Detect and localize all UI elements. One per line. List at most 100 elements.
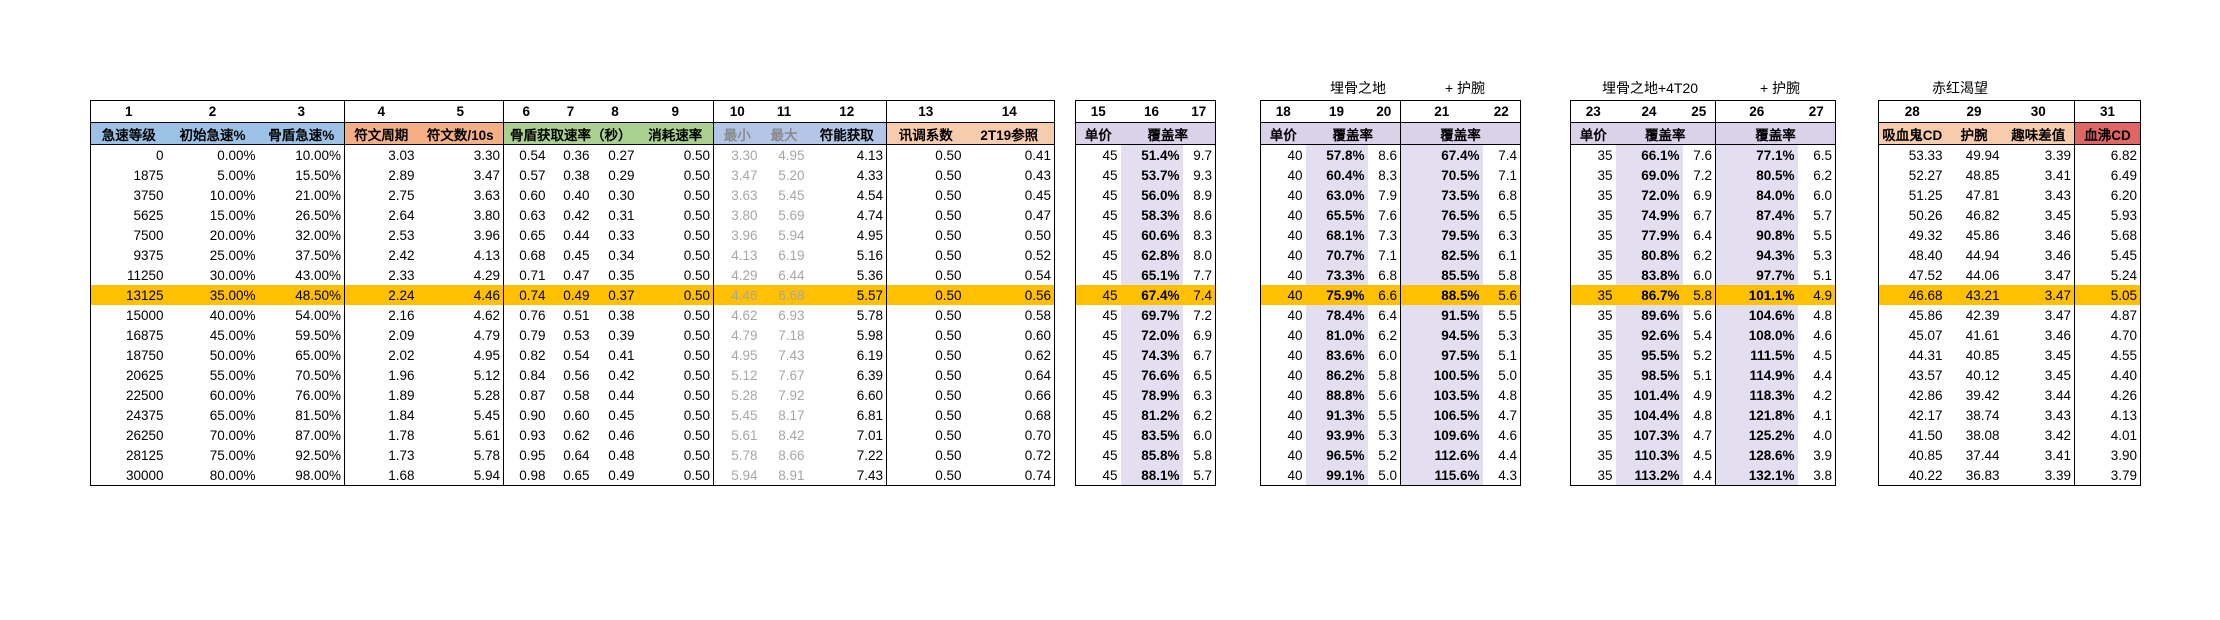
table-cell: 0.37 — [592, 285, 638, 305]
table-cell: 42.86 — [1878, 385, 1946, 405]
table-cell: 2.02 — [344, 345, 418, 365]
table-cell: 3.46 — [2044, 327, 2071, 343]
table-cell: 35 — [1570, 345, 1616, 365]
column-header: 单价 — [1260, 122, 1306, 145]
column-header: 初始急速% — [166, 122, 259, 145]
header-row: 吸血鬼CD 护腕 趣味差值 血沸CD — [1878, 122, 2141, 145]
table-row: 40 78.4% 6.4 91.5% 5.5 — [1260, 305, 1521, 325]
table-cell: 5.16 — [856, 247, 883, 263]
table-cell: 4.01 — [2074, 425, 2141, 445]
table-row: 35 98.5% 5.1 114.9% 4.4 — [1570, 365, 1836, 385]
table-cell: 0.50 — [683, 327, 710, 343]
table-cell: 56.0% — [1120, 185, 1183, 205]
table-cell: 3.90 — [2074, 445, 2141, 465]
table-cell: 4.55 — [2074, 345, 2141, 365]
table-cell: 6.68 — [760, 285, 808, 305]
column-number: 1 — [90, 100, 167, 123]
table-cell: 5.3 — [1378, 427, 1397, 443]
table-cell: 77.1% — [1715, 144, 1798, 165]
table-cell: 65.00% — [295, 347, 341, 363]
table-cell: 0.60 — [964, 325, 1055, 345]
table-cell: 48.50% — [258, 285, 345, 305]
table-cell: 4.70 — [2074, 325, 2141, 345]
table-row: 45 60.6% 8.3 — [1075, 225, 1216, 245]
table-row: 35 89.6% 5.6 104.6% 4.8 — [1570, 305, 1836, 325]
table-cell: 121.8% — [1715, 405, 1798, 425]
table-cell: 80.00% — [166, 465, 259, 486]
table-cell: 8.17 — [778, 407, 805, 423]
table-cell: 0.66 — [964, 385, 1055, 405]
column-number: 29 — [1945, 100, 2003, 123]
cd-table: 28 29 30 31 吸血鬼CD 护腕 趣味差值 血沸CD 53.33 49.94 3.39 6.8… — [1878, 100, 2141, 486]
table-row: 40 91.3% 5.5 106.5% 4.7 — [1260, 405, 1521, 425]
table-cell: 3.46 — [2044, 227, 2071, 243]
table-cell: 4.3 — [1482, 465, 1521, 486]
table-row: 40 68.1% 7.3 79.5% 6.3 — [1260, 225, 1521, 245]
column-number-row: 18 19 20 21 22 — [1260, 100, 1521, 123]
header-row: 急速等级 初始急速% 骨盾急速% 符文周期 符文数/10s 骨盾获取速率（秒） 消耗速率 最小… — [90, 122, 1055, 145]
table-row: 3750 10.00% 21.00% 2.75 3.63 0.60 0.40 0.30 0.50… — [90, 185, 1055, 205]
table-row: 45 51.4% 9.7 — [1075, 144, 1216, 165]
coverage-table-40: 18 19 20 21 22 单价 覆盖率 覆盖率 40 57.8% 8.6 67.4% 7.4 40 60… — [1260, 100, 1521, 486]
table-cell: 3.43 — [2044, 187, 2071, 203]
table-cell: 30000 — [90, 465, 167, 486]
table-row: 40 81.0% 6.2 94.5% 5.3 — [1260, 325, 1521, 345]
table-cell: 91.5% — [1400, 305, 1483, 325]
table-cell: 6.44 — [778, 267, 805, 283]
table-row: 40 70.7% 7.1 82.5% 6.1 — [1260, 245, 1521, 265]
table-cell: 4.46 — [417, 285, 504, 305]
table-cell: 45 — [1075, 245, 1121, 265]
column-number: 14 — [964, 100, 1055, 123]
column-number: 28 — [1878, 100, 1946, 123]
table-cell: 74.9% — [1615, 205, 1683, 225]
table-cell: 0.50 — [683, 167, 710, 183]
table-row: 35 92.6% 5.4 108.0% 4.6 — [1570, 325, 1836, 345]
table-cell: 4.7 — [1482, 405, 1521, 425]
table-cell: 5.5 — [1482, 305, 1521, 325]
table-cell: 55.00% — [209, 367, 256, 383]
table-cell: 128.6% — [1715, 445, 1798, 465]
table-cell: 0.93 — [503, 425, 549, 445]
table-cell: 4.95 — [778, 147, 805, 163]
table-cell: 0.54 — [563, 347, 590, 363]
table-cell: 45.07 — [1878, 325, 1946, 345]
table-cell: 69.0% — [1615, 165, 1683, 185]
table-cell: 65.5% — [1305, 205, 1368, 225]
column-number: 5 — [417, 100, 504, 123]
table-row: 11250 30.00% 43.00% 2.33 4.29 0.71 0.47 0.35 0.5… — [90, 265, 1055, 285]
table-cell: 0 — [90, 144, 167, 165]
table-cell: 0.50 — [683, 267, 710, 283]
table-cell: 3.47 — [713, 165, 761, 185]
column-header: 符能获取 — [807, 122, 887, 145]
table-cell: 60.4% — [1305, 165, 1368, 185]
table-row: 45 85.8% 5.8 — [1075, 445, 1216, 465]
table-cell: 96.5% — [1305, 445, 1368, 465]
table-cell: 59.50% — [295, 327, 341, 343]
table-cell: 40 — [1260, 325, 1306, 345]
table-cell: 2.33 — [344, 265, 418, 285]
column-number: 4 — [344, 100, 418, 123]
table-cell: 37.44 — [1965, 447, 2000, 463]
table-row: 42.17 38.74 3.43 4.13 — [1878, 405, 2141, 425]
table-cell: 40.22 — [1878, 465, 1946, 486]
table-cell: 41.61 — [1965, 327, 2000, 343]
table-cell: 40 — [1260, 345, 1306, 365]
table-cell: 6.81 — [856, 407, 883, 423]
table-cell: 3.45 — [2044, 347, 2071, 363]
table-row: 51.25 47.81 3.43 6.20 — [1878, 185, 2141, 205]
table-cell: 81.0% — [1305, 325, 1368, 345]
table-cell: 4.5 — [1693, 447, 1712, 463]
table-cell: 35 — [1570, 385, 1616, 405]
table-cell: 0.44 — [608, 387, 635, 403]
table-cell: 2.89 — [344, 165, 418, 185]
table-cell: 6.4 — [1378, 307, 1397, 323]
table-cell: 0.50 — [886, 325, 965, 345]
table-cell: 44.94 — [1965, 247, 2000, 263]
table-cell: 6.7 — [1693, 207, 1712, 223]
table-cell: 4.95 — [473, 347, 500, 363]
table-cell: 2.75 — [344, 185, 418, 205]
table-cell: 7.92 — [778, 387, 805, 403]
table-cell: 20.00% — [209, 227, 256, 243]
table-cell: 1.89 — [344, 385, 418, 405]
table-cell: 0.51 — [563, 307, 590, 323]
